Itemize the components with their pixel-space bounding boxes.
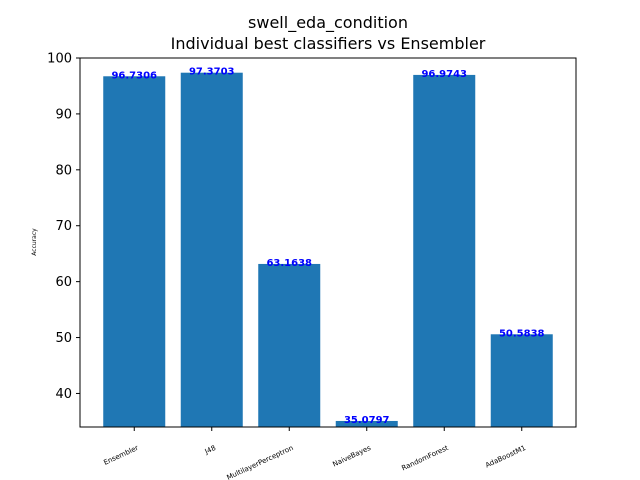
x-tick-label-j48: J48: [203, 444, 217, 456]
y-tick-label: 80: [55, 163, 72, 178]
value-label-multilayerperceptron: 63.1638: [266, 258, 312, 269]
x-tick-label-randomforest: RandomForest: [400, 444, 449, 473]
y-tick-label: 60: [55, 275, 72, 290]
y-axis-label: Accuracy: [31, 228, 38, 256]
plot-frame: [79, 57, 577, 428]
x-tick-label-ensembler: Ensembler: [102, 444, 139, 467]
x-tick-label-multilayerperceptron: MultilayerPerceptron: [226, 444, 295, 480]
y-tick-label: 70: [55, 219, 72, 234]
y-tick-label: 90: [55, 107, 72, 122]
x-tick-label-adaboostm1: AdaBoostM1: [484, 444, 527, 470]
y-tick-label: 40: [55, 387, 72, 402]
value-label-adaboostm1: 50.5838: [499, 328, 545, 339]
y-axis: 40 50 60 70 80 90 100: [47, 52, 80, 402]
y-tick-label: 100: [47, 52, 72, 67]
bar-ensembler: [103, 76, 166, 427]
value-label-randomforest: 96.9743: [421, 69, 467, 80]
x-tick-label-naivebayes: NaiveBayes: [331, 444, 372, 469]
chart-title: swell_eda_condition: [248, 13, 408, 33]
bar-naivebayes: [335, 420, 398, 427]
bar-randomforest: [413, 74, 476, 427]
x-axis: Ensembler J48 MultilayerPerceptron NaiveBay…: [102, 427, 527, 480]
bar-j48: [180, 72, 243, 427]
value-labels-group: 96.7306 97.3703 63.1638 35.0797 96.9743 50.58…: [111, 67, 544, 426]
bar-adaboostm1: [490, 334, 553, 427]
value-label-j48: 97.3703: [189, 67, 235, 78]
value-label-ensembler: 96.7306: [111, 70, 157, 81]
bars-group: [103, 72, 553, 427]
y-tick-label: 50: [55, 331, 72, 346]
chart-subtitle: Individual best classifiers vs Ensembler: [171, 34, 486, 53]
bar-multilayerperceptron: [258, 263, 321, 427]
value-label-naivebayes: 35.0797: [344, 415, 390, 426]
